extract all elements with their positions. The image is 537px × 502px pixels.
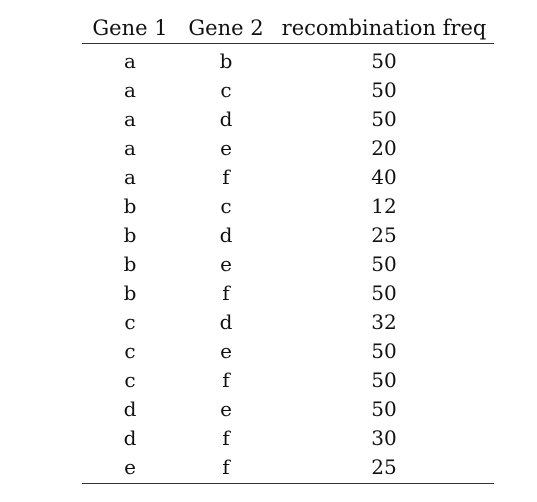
cell-recombination-freq: 12: [371, 193, 397, 218]
cell-gene-2: c: [220, 77, 232, 102]
cell-recombination-freq: 20: [371, 135, 397, 160]
cell-recombination-freq: 50: [371, 106, 397, 131]
cell-gene-1: d: [123, 425, 137, 450]
table-body: a b 50 a c 50 a d 50 a e 20 a f 40 b c 12 b d 25 b e 50 b f 50 c d 32…: [82, 44, 494, 484]
cell-recombination-freq: 50: [371, 338, 397, 363]
table-row: c d 32: [82, 307, 494, 336]
table-row: d f 30: [82, 423, 494, 452]
table-header: Gene 1 Gene 2 recombination freq: [82, 6, 494, 44]
cell-gene-2: e: [220, 251, 232, 276]
cell-gene-2: e: [220, 396, 232, 421]
cell-gene-2: c: [220, 193, 232, 218]
table-row: a d 50: [82, 104, 494, 133]
cell-recombination-freq: 50: [371, 367, 397, 392]
cell-gene-2: b: [219, 48, 233, 73]
table-row: a e 20: [82, 133, 494, 162]
cell-gene-2: f: [222, 164, 230, 189]
table-row: b d 25: [82, 220, 494, 249]
cell-gene-1: a: [124, 135, 136, 160]
table-row: c f 50: [82, 365, 494, 394]
table-row: a c 50: [82, 75, 494, 104]
cell-gene-2: d: [219, 222, 233, 247]
cell-recombination-freq: 50: [371, 77, 397, 102]
header-row: Gene 1 Gene 2 recombination freq: [82, 6, 494, 44]
cell-gene-2: f: [222, 425, 230, 450]
cell-recombination-freq: 32: [371, 309, 397, 334]
cell-gene-1: b: [123, 251, 137, 276]
table-row: e f 25: [82, 452, 494, 484]
table-row: b f 50: [82, 278, 494, 307]
table-row: b e 50: [82, 249, 494, 278]
cell-gene-1: e: [82, 452, 178, 484]
cell-gene-2: f: [222, 367, 230, 392]
header-gene-2: Gene 2: [178, 6, 274, 44]
cell-gene-1: b: [123, 222, 137, 247]
cell-recombination-freq: 50: [371, 280, 397, 305]
table-row: d e 50: [82, 394, 494, 423]
table-row: a f 40: [82, 162, 494, 191]
cell-gene-1: a: [124, 77, 136, 102]
header-gene-1: Gene 1: [82, 6, 178, 44]
cell-recombination-freq: 50: [371, 48, 397, 73]
cell-gene-1: b: [123, 280, 137, 305]
cell-gene-2: f: [222, 280, 230, 305]
table-row: a b 50: [82, 44, 494, 76]
cell-gene-1: d: [123, 396, 137, 421]
cell-gene-2: f: [178, 452, 274, 484]
cell-gene-1: c: [124, 309, 136, 334]
cell-gene-1: a: [124, 48, 136, 73]
cell-gene-2: d: [219, 309, 233, 334]
cell-gene-1: a: [124, 164, 136, 189]
cell-gene-2: e: [220, 338, 232, 363]
cell-recombination-freq: 25: [274, 452, 494, 484]
recombination-table-container: Gene 1 Gene 2 recombination freq a b 50 a c 5…: [82, 6, 494, 484]
cell-gene-1: a: [124, 106, 136, 131]
cell-recombination-freq: 50: [371, 396, 397, 421]
cell-recombination-freq: 40: [371, 164, 397, 189]
table-row: c e 50: [82, 336, 494, 365]
cell-gene-1: b: [123, 193, 137, 218]
cell-recombination-freq: 30: [371, 425, 397, 450]
cell-gene-2: d: [219, 106, 233, 131]
cell-gene-1: c: [124, 367, 136, 392]
cell-gene-2: e: [220, 135, 232, 160]
header-recombination-freq: recombination freq: [274, 6, 494, 44]
cell-recombination-freq: 25: [371, 222, 397, 247]
cell-recombination-freq: 50: [371, 251, 397, 276]
recombination-table: Gene 1 Gene 2 recombination freq a b 50 a c 5…: [82, 6, 494, 484]
table-row: b c 12: [82, 191, 494, 220]
cell-gene-1: c: [124, 338, 136, 363]
